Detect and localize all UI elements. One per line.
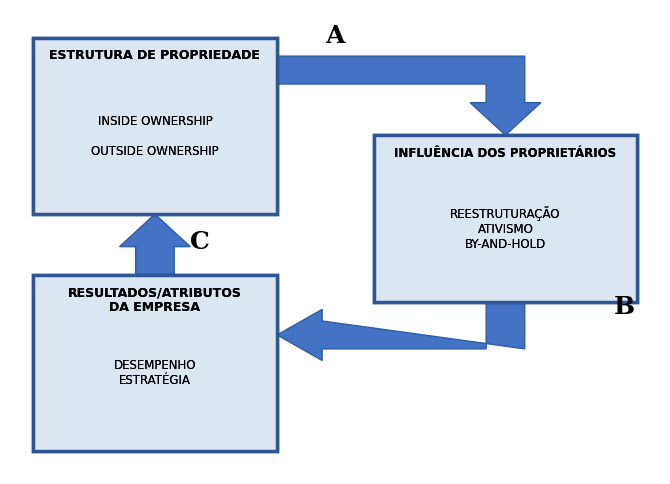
PathPatch shape xyxy=(277,302,525,361)
Text: INSIDE OWNERSHIP

OUTSIDE OWNERSHIP: INSIDE OWNERSHIP OUTSIDE OWNERSHIP xyxy=(91,115,218,158)
Text: REESTRUTURAÇÃO
ATIVISMO
BY-AND-HOLD: REESTRUTURAÇÃO ATIVISMO BY-AND-HOLD xyxy=(450,206,561,251)
FancyBboxPatch shape xyxy=(374,135,637,302)
FancyBboxPatch shape xyxy=(33,274,277,451)
Text: INFLUÊNCIA DOS PROPRIETÁRIOS: INFLUÊNCIA DOS PROPRIETÁRIOS xyxy=(395,147,616,160)
FancyBboxPatch shape xyxy=(33,38,277,214)
PathPatch shape xyxy=(277,56,541,135)
Text: ESTRUTURA DE PROPRIEDADE: ESTRUTURA DE PROPRIEDADE xyxy=(50,49,261,62)
Text: RESULTADOS/ATRIBUTOS
DA EMPRESA: RESULTADOS/ATRIBUTOS DA EMPRESA xyxy=(68,286,242,314)
Text: RESULTADOS/ATRIBUTOS
DA EMPRESA: RESULTADOS/ATRIBUTOS DA EMPRESA xyxy=(68,286,242,314)
FancyBboxPatch shape xyxy=(33,274,277,451)
FancyBboxPatch shape xyxy=(33,38,277,214)
Text: REESTRUTURAÇÃO
ATIVISMO
BY-AND-HOLD: REESTRUTURAÇÃO ATIVISMO BY-AND-HOLD xyxy=(450,206,561,251)
Text: A: A xyxy=(325,24,345,47)
Text: DESEMPENHO
ESTRATÉGIA: DESEMPENHO ESTRATÉGIA xyxy=(114,360,196,387)
Text: B: B xyxy=(614,295,635,319)
PathPatch shape xyxy=(119,214,190,274)
Text: DESEMPENHO
ESTRATÉGIA: DESEMPENHO ESTRATÉGIA xyxy=(114,360,196,387)
FancyBboxPatch shape xyxy=(374,135,637,302)
Text: INSIDE OWNERSHIP

OUTSIDE OWNERSHIP: INSIDE OWNERSHIP OUTSIDE OWNERSHIP xyxy=(91,115,218,158)
Text: INFLUÊNCIA DOS PROPRIETÁRIOS: INFLUÊNCIA DOS PROPRIETÁRIOS xyxy=(395,147,616,160)
Text: ESTRUTURA DE PROPRIEDADE: ESTRUTURA DE PROPRIEDADE xyxy=(50,49,261,62)
Text: C: C xyxy=(190,230,210,254)
